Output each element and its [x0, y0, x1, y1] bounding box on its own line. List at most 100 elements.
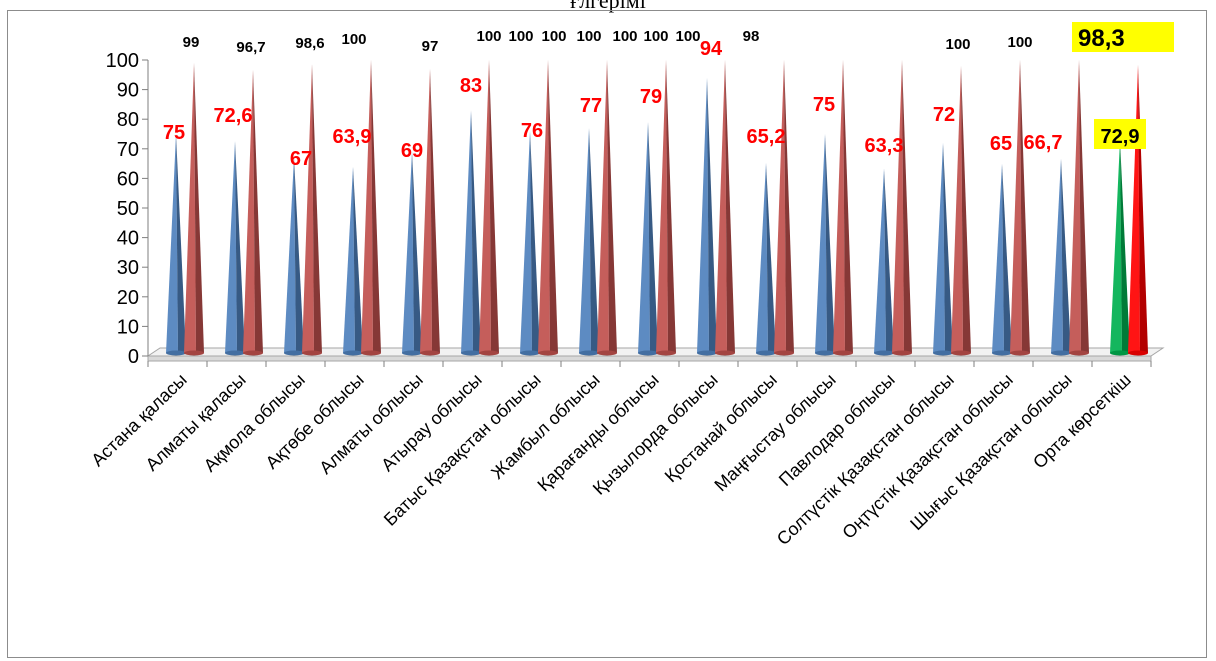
- cone-series1-shade: [707, 77, 717, 353]
- cone-series2-lit: [538, 60, 550, 353]
- cone-series1-lit: [343, 166, 355, 353]
- cone-series2-lit: [597, 60, 609, 353]
- cone-series2-base: [656, 350, 676, 356]
- data-label-series1: 66,7: [1024, 132, 1063, 154]
- cone-series2-shade: [784, 60, 794, 353]
- cone-series1-shade: [648, 122, 658, 353]
- cone-series1-lit: [402, 151, 414, 353]
- cone-series1: [992, 163, 1012, 356]
- cone-series2-shade: [430, 68, 440, 353]
- chart-frame: [7, 10, 1207, 658]
- cone-series2-lit: [833, 60, 845, 353]
- cone-series1: [461, 110, 481, 356]
- cone-series1: [697, 77, 717, 356]
- cone-series2: [302, 64, 322, 356]
- cone-series2: [774, 60, 794, 356]
- y-tick-label: 30: [117, 257, 139, 279]
- cone-series1-base: [1110, 350, 1130, 356]
- data-label-series1: 65: [990, 133, 1012, 155]
- average-label-series2: 98,3: [1078, 25, 1125, 52]
- data-label-series2: 100: [612, 28, 637, 45]
- cone-series2: [715, 60, 735, 356]
- chart-title-fragment: ғлгерімі: [570, 0, 646, 13]
- y-tick-label: 70: [117, 139, 139, 161]
- cone-series2: [833, 60, 853, 356]
- cone-series2-base: [951, 350, 971, 356]
- data-label-series1: 94: [700, 38, 723, 60]
- y-tick-label: 60: [117, 168, 139, 190]
- data-label-series1: 69: [401, 140, 423, 162]
- x-category-label: Ақмола облысы: [200, 369, 309, 475]
- cone-series2: [479, 60, 499, 356]
- cone-series1-base: [638, 350, 658, 356]
- cone-series2-lit: [184, 62, 196, 354]
- data-label-series2: 97: [422, 38, 439, 55]
- cone-series2: [243, 69, 263, 356]
- cone-series2: [1128, 65, 1148, 356]
- cone-series2-lit: [656, 60, 668, 353]
- cone-series1-base: [284, 350, 304, 356]
- cone-series1-base: [992, 350, 1012, 356]
- cone-series2: [892, 60, 912, 356]
- data-label-series1: 65,2: [747, 126, 786, 148]
- cone-series2-base: [833, 350, 853, 356]
- cone-series1-shade: [176, 134, 186, 353]
- cone-series2-lit: [715, 60, 727, 353]
- cone-series1-base: [756, 350, 776, 356]
- cone-series1-lit: [992, 163, 1004, 353]
- data-label-series2: 98,6: [295, 35, 324, 52]
- cone-series2-lit: [243, 69, 255, 353]
- y-tick-label: 10: [117, 316, 139, 338]
- cone-series2-lit: [951, 65, 963, 354]
- cone-series2-lit: [361, 60, 373, 353]
- cone-series2: [420, 68, 440, 356]
- cone-series2-lit: [1010, 60, 1022, 353]
- cone-series1: [815, 134, 835, 356]
- cone-series1-base: [579, 350, 599, 356]
- cone-series2-base: [715, 350, 735, 356]
- cone-series1: [402, 151, 422, 356]
- cone-series1-base: [815, 350, 835, 356]
- cone-series2-base: [1069, 350, 1089, 356]
- cone-series1-base: [1051, 350, 1071, 356]
- cone-series2-base: [243, 350, 263, 356]
- floor-front: [147, 355, 1152, 362]
- data-label-series2: 100: [476, 28, 501, 45]
- cone-series1-lit: [166, 134, 178, 353]
- cone-series1-lit: [284, 157, 296, 353]
- data-label-series1: 63,9: [333, 126, 372, 148]
- cone-series2-lit: [774, 60, 786, 353]
- cone-series1: [1110, 140, 1130, 356]
- cone-series2: [361, 60, 381, 356]
- cone-series2-lit: [420, 68, 432, 353]
- cone-series2-base: [479, 350, 499, 356]
- data-label-series1: 72: [933, 104, 955, 126]
- data-label-series2: 96,7: [236, 39, 265, 56]
- cone-series1-shade: [235, 141, 245, 353]
- cone-series2-shade: [253, 69, 263, 353]
- cone-series1-base: [343, 350, 363, 356]
- x-category-label: Алматы қаласы: [142, 369, 250, 474]
- cone-series1: [225, 141, 245, 356]
- cone-series1-shade: [1120, 140, 1130, 353]
- y-axis: 0 10 20 30 40 50 60 70 80 90 100: [106, 50, 1152, 368]
- cone-series1-lit: [461, 110, 473, 353]
- y-tick-label: 40: [117, 228, 139, 250]
- cone-series2-shade: [1079, 60, 1089, 353]
- cone-series1-lit: [225, 141, 237, 353]
- cone-series1: [638, 122, 658, 356]
- data-label-series2: 98: [743, 28, 760, 45]
- x-category-label: Жамбыл облысы: [487, 369, 604, 482]
- cone-series1-lit: [815, 134, 827, 353]
- cone-series1-base: [225, 350, 245, 356]
- cone-series1-lit: [756, 163, 768, 353]
- cone-series1-lit: [638, 122, 650, 353]
- cone-series2: [656, 60, 676, 356]
- cone-series2-base: [1128, 350, 1148, 356]
- cone-series1-shade: [1061, 158, 1071, 353]
- cone-series1-lit: [1051, 158, 1063, 353]
- data-label-series1: 75: [813, 94, 835, 116]
- cone-series2-base: [184, 350, 204, 356]
- data-label-series1: 83: [460, 75, 482, 97]
- cone-series1-shade: [412, 151, 422, 353]
